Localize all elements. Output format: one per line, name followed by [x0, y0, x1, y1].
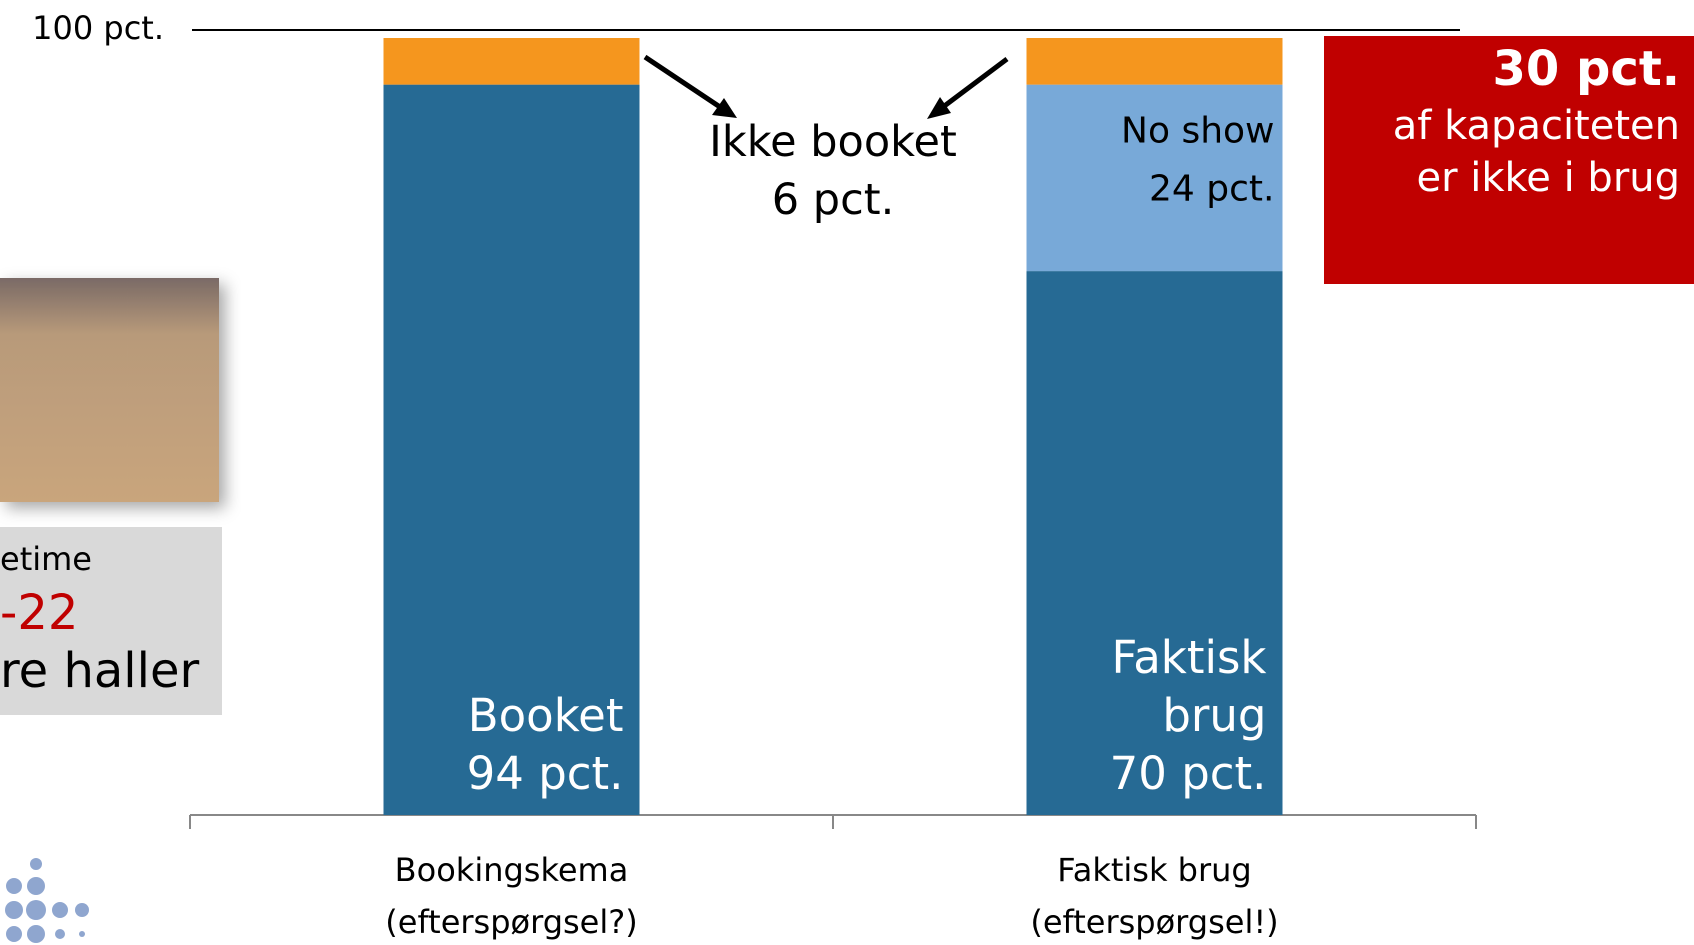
slide: etime -22 re haller 30 pct. af kapacitet…	[0, 0, 1694, 945]
series-name: No show	[1121, 111, 1274, 152]
segment-name: Booket	[468, 689, 624, 742]
arrow	[645, 57, 729, 113]
arrow	[935, 59, 1007, 113]
callout-text: er ikke i brug	[1416, 155, 1680, 201]
bar-segment	[1027, 38, 1283, 85]
x-tick-label: Bookingskema(efterspørgsel?)	[385, 851, 637, 941]
value-label: 70 pct.	[1110, 747, 1267, 800]
series-name: Ikke booket	[709, 117, 957, 167]
sidebar-text: re haller	[0, 643, 200, 699]
arrowhead	[712, 98, 737, 118]
sidebar-text: -22	[0, 585, 78, 641]
value-label: 94 pct.	[467, 747, 624, 800]
logo	[5, 858, 89, 943]
callout-headline: 30 pct.	[1493, 41, 1681, 97]
value-label: 24 pct.	[1149, 169, 1274, 210]
value-label: 6 pct.	[772, 175, 895, 225]
bar-segment	[384, 38, 640, 85]
photo	[0, 278, 219, 502]
callout-text: af kapaciteten	[1393, 103, 1680, 149]
y-tick-label: 100 pct.	[32, 9, 164, 47]
x-tick-label: Faktisk brug(efterspørgsel!)	[1030, 851, 1278, 941]
sidebar-text: etime	[0, 540, 92, 578]
